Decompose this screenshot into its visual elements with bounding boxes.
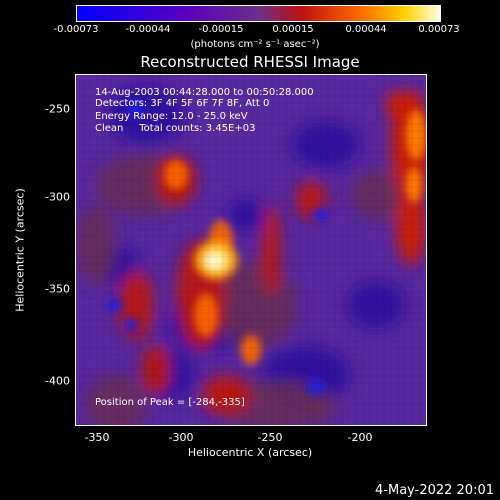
x-tick-label: -200 [347, 431, 373, 444]
peak-position-text: Position of Peak = [-284,-335] [95, 397, 245, 408]
clean-counts-text: Clean Total counts: 3.45E+03 [95, 123, 256, 134]
y-axis-label: Heliocentric Y (arcsec) [13, 188, 27, 312]
x-tick-label: -300 [168, 431, 194, 444]
image-title: Reconstructed RHESSI Image [140, 53, 360, 71]
y-tick-label: -250 [45, 102, 70, 116]
time-range-text: 14-Aug-2003 00:44:28.000 to 00:50:28.000 [95, 87, 314, 98]
colorbar-tick-1: -0.00073 [53, 24, 99, 35]
energy-range-text: Energy Range: 12.0 - 25.0 keV [95, 111, 248, 122]
x-axis-label: Heliocentric X (arcsec) [187, 446, 313, 459]
y-tick-label: -350 [45, 282, 70, 296]
colorbar-tick-6: 0.00073 [418, 24, 460, 35]
footer-date: 4-May-2022 20:01 [375, 483, 494, 498]
detectors-text: Detectors: 3F 4F 5F 6F 7F 8F, Att 0 [95, 98, 270, 109]
colorbar-unit-label: (photons cm⁻² s⁻¹ asec⁻²) [190, 39, 320, 50]
y-tick-label: -400 [45, 374, 70, 388]
colorbar-tick-4: 0.00015 [272, 24, 314, 35]
rhessi-image [76, 75, 426, 425]
colorbar-tick-2: -0.00044 [125, 24, 171, 35]
x-tick-label: -250 [257, 431, 283, 444]
colorbar-tick-5: 0.00044 [345, 24, 387, 35]
colorbar [76, 5, 441, 22]
x-tick-label: -350 [84, 431, 110, 444]
colorbar-tick-3: -0.00015 [198, 24, 244, 35]
colorbar-gradient [77, 6, 440, 21]
rhessi-image-plot [75, 74, 427, 426]
y-tick-label: -300 [45, 190, 70, 204]
